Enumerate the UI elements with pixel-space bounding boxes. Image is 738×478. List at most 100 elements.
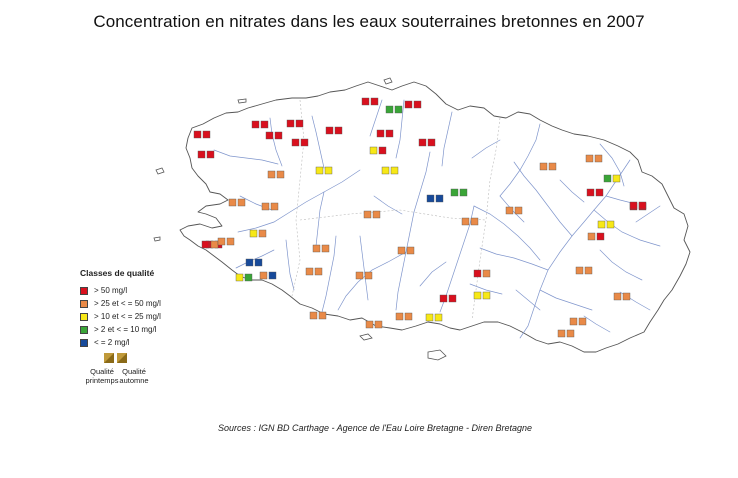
spring-value-square — [369, 146, 378, 155]
autumn-value-square — [390, 166, 399, 175]
station-markers — [193, 97, 647, 338]
autumn-value-square — [244, 273, 253, 282]
autumn-value-square — [374, 320, 383, 329]
station-marker — [363, 210, 381, 219]
spring-value-square — [361, 97, 370, 106]
spring-value-square — [355, 271, 364, 280]
sources-note: Sources : IGN BD Carthage - Agence de l'… — [217, 423, 533, 433]
station-marker — [450, 188, 468, 197]
autumn-value-square — [638, 201, 647, 210]
spring-value-square — [267, 170, 276, 179]
station-marker — [365, 320, 383, 329]
autumn-value-square — [206, 150, 215, 159]
spring-value-square — [461, 217, 470, 226]
station-marker — [426, 194, 444, 203]
legend-item-25-50: > 25 et < = 50 mg/l — [80, 297, 190, 310]
season-icons — [104, 353, 127, 363]
station-marker — [603, 174, 621, 183]
station-marker — [585, 154, 603, 163]
map-title: Concentration en nitrates dans les eaux … — [93, 12, 645, 31]
legend-swatch — [80, 312, 88, 321]
island-brehat — [383, 77, 393, 85]
station-marker — [197, 150, 215, 159]
autumn-value-square — [210, 240, 219, 249]
autumn-value-square — [482, 269, 491, 278]
autumn-value-square — [448, 294, 457, 303]
spring-value-square — [312, 244, 321, 253]
spring-value-square — [575, 266, 584, 275]
spring-value-square — [586, 188, 595, 197]
station-marker — [418, 138, 436, 147]
spring-value-square — [629, 201, 638, 210]
station-marker — [369, 146, 387, 155]
island-belle-ile — [427, 349, 447, 361]
autumn-value-square — [237, 198, 246, 207]
spring-value-square — [585, 154, 594, 163]
autumn-value-square — [258, 229, 267, 238]
island-sein — [153, 236, 161, 242]
legend-label: > 2 et < = 10 mg/l — [94, 325, 157, 334]
spring-value-square — [569, 317, 578, 326]
spring-value-square — [395, 312, 404, 321]
station-marker — [325, 126, 343, 135]
station-marker — [539, 162, 557, 171]
autumn-value-square — [385, 129, 394, 138]
spring-value-square — [450, 188, 459, 197]
station-marker — [261, 202, 279, 211]
autumn-value-square — [274, 131, 283, 140]
spring-value-square — [286, 119, 295, 128]
autumn-value-square — [594, 154, 603, 163]
spring-value-square — [404, 100, 413, 109]
autumn-value-square — [318, 311, 327, 320]
autumn-value-square — [268, 271, 277, 280]
station-marker — [291, 138, 309, 147]
autumn-value-square — [226, 237, 235, 246]
autumn-icon — [117, 353, 127, 363]
station-marker — [309, 311, 327, 320]
spring-value-square — [363, 210, 372, 219]
legend-label: < = 2 mg/l — [94, 338, 130, 347]
station-marker — [286, 119, 304, 128]
island-ouessant — [155, 167, 165, 175]
spring-value-square — [197, 150, 206, 159]
autumn-value-square — [406, 246, 415, 255]
station-marker — [557, 329, 575, 338]
autumn-value-square — [202, 130, 211, 139]
station-marker — [473, 269, 491, 278]
autumn-value-square — [435, 194, 444, 203]
spring-value-square — [291, 138, 300, 147]
autumn-value-square — [596, 232, 605, 241]
station-marker — [217, 237, 235, 246]
legend-item-2-10: > 2 et < = 10 mg/l — [80, 323, 190, 336]
spring-value-square — [425, 313, 434, 322]
spring-label: Qualité printemps — [85, 367, 119, 385]
station-marker — [305, 267, 323, 276]
autumn-value-square — [270, 202, 279, 211]
station-marker — [575, 266, 593, 275]
autumn-value-square — [324, 166, 333, 175]
autumn-value-square — [514, 206, 523, 215]
station-marker — [461, 217, 479, 226]
autumn-value-square — [470, 217, 479, 226]
station-marker — [315, 166, 333, 175]
autumn-value-square — [370, 97, 379, 106]
legend-swatch — [80, 325, 88, 334]
spring-value-square — [365, 320, 374, 329]
station-marker — [267, 170, 285, 179]
spring-value-square — [235, 273, 244, 282]
spring-value-square — [603, 174, 612, 183]
spring-value-square — [265, 131, 274, 140]
autumn-value-square — [300, 138, 309, 147]
station-marker — [259, 271, 277, 280]
autumn-value-square — [595, 188, 604, 197]
station-marker — [613, 292, 631, 301]
brittany-outline — [179, 81, 691, 353]
spring-value-square — [587, 232, 596, 241]
legend-swatch — [80, 338, 88, 347]
spring-value-square — [305, 267, 314, 276]
spring-value-square — [309, 311, 318, 320]
spring-value-square — [228, 198, 237, 207]
spring-value-square — [315, 166, 324, 175]
spring-icon — [104, 353, 114, 363]
